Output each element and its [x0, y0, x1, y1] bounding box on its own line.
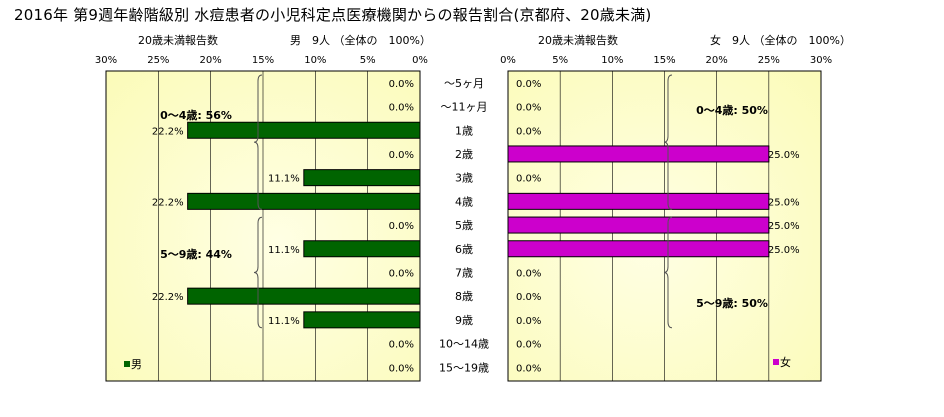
female-series: 0.0% 0.0% 0.0% 25.0% 0.0% 25.0% 25.0% 25.0% 0.0%… — [507, 79, 800, 374]
left-tick-labels: 30% 25% 20% 15% 10% 5% 0% — [95, 55, 428, 66]
category-label: 2歳 — [455, 148, 473, 161]
male-value-label: 11.1% — [268, 174, 300, 185]
category-label: ～5ヶ月 — [444, 77, 484, 90]
right-tick-label: 10% — [601, 55, 623, 66]
female-value-label: 25.0% — [768, 150, 800, 161]
category-label: 6歳 — [455, 243, 473, 256]
male-value-label: 0.0% — [389, 363, 414, 374]
male-value-label: 0.0% — [389, 221, 414, 232]
right-tick-label: 5% — [552, 55, 568, 66]
female-bar — [507, 145, 770, 163]
left-tick-label: 5% — [360, 55, 376, 66]
female-value-label: 0.0% — [516, 268, 541, 279]
female-bar — [507, 240, 770, 258]
right-tick-label: 0% — [500, 55, 516, 66]
left-axis-label: 20歳未満報告数 — [138, 34, 218, 47]
right-bracket — [663, 216, 673, 329]
male-bar — [303, 240, 421, 258]
right-tick-label: 20% — [706, 55, 728, 66]
category-label: 5歳 — [455, 219, 473, 232]
male-value-label: 11.1% — [268, 316, 300, 327]
left-tick-label: 30% — [95, 55, 117, 66]
male-bar — [187, 192, 421, 210]
female-value-label: 0.0% — [516, 292, 541, 303]
male-value-label: 0.0% — [389, 150, 414, 161]
male-value-label: 0.0% — [389, 79, 414, 90]
category-label: 9歳 — [455, 314, 473, 327]
left-bracket — [253, 74, 263, 210]
category-labels: ～5ヶ月 ～11ヶ月 1歳 2歳 3歳 4歳 5歳 6歳 7歳 8歳 9歳 10～14歳 15～19歳 — [439, 77, 489, 374]
female-value-label: 0.0% — [516, 316, 541, 327]
chart-title: 2016年 第9週年齢階級別 水痘患者の小児科定点医療機関からの報告割合(京都府… — [14, 6, 652, 24]
male-value-label: 0.0% — [389, 268, 414, 279]
category-label: 8歳 — [455, 290, 473, 303]
male-bar — [303, 311, 421, 329]
male-legend-label: 男 — [131, 358, 142, 371]
female-value-label: 0.0% — [516, 340, 541, 351]
female-legend-swatch — [773, 359, 779, 365]
female-value-label: 0.0% — [516, 174, 541, 185]
right-tick-label: 25% — [758, 55, 780, 66]
male-series: 0.0% 0.0% 22.2% 0.0% 11.1% 22.2% 0.0% 11.1% 0.0%… — [152, 79, 421, 374]
left-tick-label: 25% — [147, 55, 169, 66]
female-value-label: 0.0% — [516, 79, 541, 90]
category-label: 7歳 — [455, 266, 473, 279]
male-value-label: 22.2% — [152, 197, 184, 208]
male-bar — [303, 169, 421, 187]
category-label: 15～19歳 — [439, 361, 489, 374]
left-bracket-label: 0～4歳: 56% — [160, 108, 232, 122]
category-label: ～11ヶ月 — [441, 101, 488, 114]
left-tick-label: 15% — [252, 55, 274, 66]
male-value-label: 0.0% — [389, 340, 414, 351]
male-value-label: 0.0% — [389, 103, 414, 114]
left-tick-label: 10% — [304, 55, 326, 66]
male-value-label: 22.2% — [152, 292, 184, 303]
right-tick-labels: 0% 5% 10% 15% 20% 25% 30% — [500, 55, 832, 66]
right-bracket-label: 0～4歳: 50% — [696, 103, 768, 117]
female-legend-label: 女 — [780, 355, 791, 369]
female-value-label: 25.0% — [768, 245, 800, 256]
right-header: 女 9人 （全体の 100%） — [710, 33, 851, 47]
right-bracket-label: 5～9歳: 50% — [696, 296, 768, 310]
right-axis-label: 20歳未満報告数 — [538, 34, 618, 47]
right-brackets: 0～4歳: 50% 5～9歳: 50% — [663, 74, 768, 329]
category-label: 3歳 — [455, 172, 473, 185]
female-value-label: 25.0% — [768, 221, 800, 232]
category-label: 1歳 — [455, 124, 473, 137]
left-tick-label: 20% — [200, 55, 222, 66]
left-header: 男 9人 （全体の 100%） — [290, 33, 431, 47]
right-tick-label: 15% — [653, 55, 675, 66]
female-bar — [507, 192, 770, 210]
female-value-label: 0.0% — [516, 103, 541, 114]
left-bracket-label: 5～9歳: 44% — [160, 247, 232, 261]
category-label: 4歳 — [455, 195, 473, 208]
female-value-label: 0.0% — [516, 363, 541, 374]
right-bracket — [663, 74, 673, 210]
male-value-label: 22.2% — [152, 126, 184, 137]
male-legend-swatch — [124, 361, 130, 367]
female-value-label: 25.0% — [768, 197, 800, 208]
male-bar — [187, 287, 421, 305]
left-tick-label: 0% — [412, 55, 428, 66]
female-bar — [507, 216, 770, 234]
right-tick-label: 30% — [810, 55, 832, 66]
left-brackets: 0～4歳: 56% 5～9歳: 44% — [160, 74, 263, 329]
male-value-label: 11.1% — [268, 245, 300, 256]
male-bar — [187, 121, 421, 139]
category-label: 10～14歳 — [439, 338, 489, 351]
female-value-label: 0.0% — [516, 126, 541, 137]
left-bracket — [253, 216, 263, 329]
